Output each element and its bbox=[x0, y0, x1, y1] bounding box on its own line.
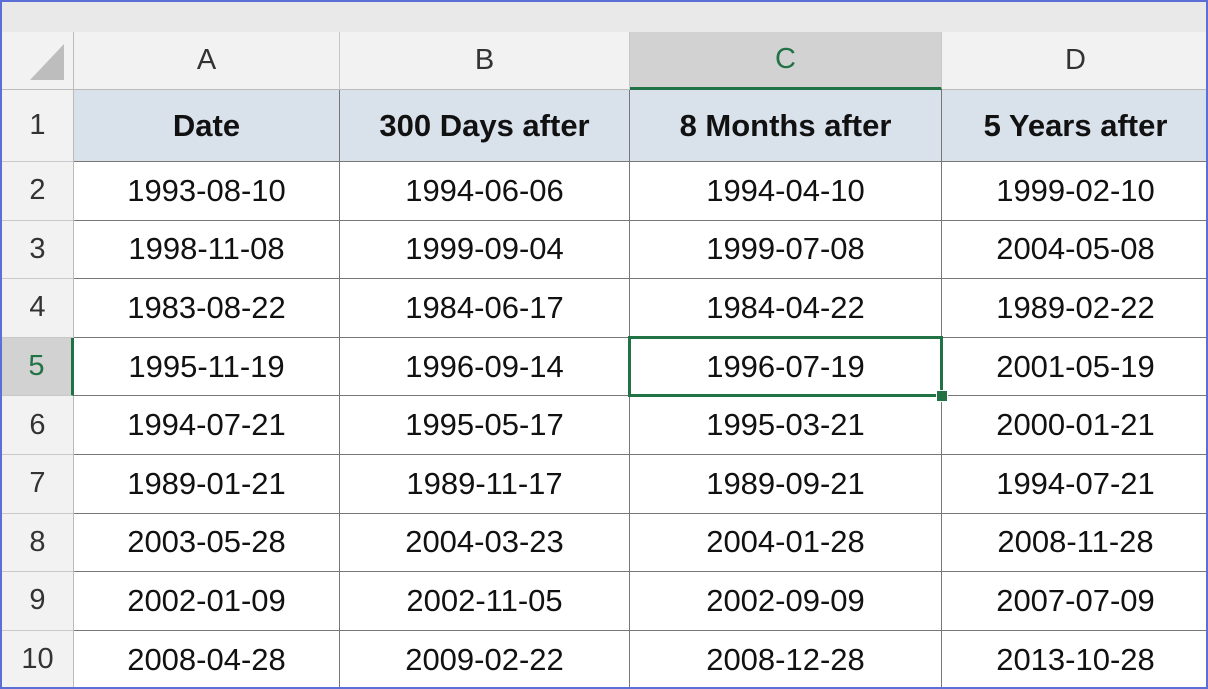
column-header[interactable]: D bbox=[942, 32, 1206, 90]
cell[interactable]: 1999-07-08 bbox=[630, 220, 942, 280]
cell[interactable]: 2009-02-22 bbox=[340, 630, 630, 687]
row-header[interactable]: 5 bbox=[2, 337, 74, 397]
column-header[interactable]: A bbox=[74, 32, 340, 90]
cell[interactable]: 1999-02-10 bbox=[942, 162, 1206, 221]
row-header[interactable]: 3 bbox=[2, 220, 74, 280]
cell[interactable]: 1998-11-08 bbox=[74, 220, 340, 280]
header-cell[interactable]: Date bbox=[74, 90, 340, 162]
cell[interactable]: 2000-01-21 bbox=[942, 396, 1206, 455]
cell[interactable]: 2002-01-09 bbox=[74, 572, 340, 631]
cell[interactable]: 1994-04-10 bbox=[630, 162, 942, 221]
column-header[interactable]: C bbox=[630, 32, 942, 90]
cell[interactable]: 1995-05-17 bbox=[340, 396, 630, 455]
cell[interactable]: 1989-02-22 bbox=[942, 279, 1206, 338]
cell[interactable]: 1994-07-21 bbox=[942, 455, 1206, 514]
cell[interactable]: 2002-09-09 bbox=[630, 572, 942, 631]
cell[interactable]: 1989-01-21 bbox=[74, 455, 340, 514]
cell[interactable]: 1999-09-04 bbox=[340, 220, 630, 280]
row-header[interactable]: 10 bbox=[2, 630, 74, 687]
cell[interactable]: 2008-04-28 bbox=[74, 630, 340, 687]
cell[interactable]: 2013-10-28 bbox=[942, 630, 1206, 687]
cell[interactable]: 1989-09-21 bbox=[630, 455, 942, 514]
cell[interactable]: 1996-09-14 bbox=[340, 337, 630, 397]
cell[interactable]: 1995-11-19 bbox=[74, 337, 340, 397]
cell[interactable]: 2008-11-28 bbox=[942, 513, 1206, 573]
cell[interactable]: 2004-05-08 bbox=[942, 220, 1206, 280]
select-all[interactable] bbox=[2, 32, 74, 90]
header-cell[interactable]: 8 Months after bbox=[630, 90, 942, 162]
row-header[interactable]: 9 bbox=[2, 572, 74, 631]
corner-triangle bbox=[30, 44, 64, 80]
cell[interactable]: 2002-11-05 bbox=[340, 572, 630, 631]
cell[interactable]: 1983-08-22 bbox=[74, 279, 340, 338]
row-header[interactable]: 1 bbox=[2, 90, 74, 162]
row-header[interactable]: 6 bbox=[2, 396, 74, 455]
cell[interactable]: 2007-07-09 bbox=[942, 572, 1206, 631]
cell[interactable]: 2004-01-28 bbox=[630, 513, 942, 573]
fill-handle[interactable] bbox=[936, 390, 948, 403]
cell[interactable]: 2001-05-19 bbox=[942, 337, 1206, 397]
cell[interactable]: 2004-03-23 bbox=[340, 513, 630, 573]
cell[interactable]: 1984-06-17 bbox=[340, 279, 630, 338]
row-header[interactable]: 7 bbox=[2, 455, 74, 514]
cell[interactable]: 1994-07-21 bbox=[74, 396, 340, 455]
row-header[interactable]: 2 bbox=[2, 162, 74, 221]
cell[interactable]: 1995-03-21 bbox=[630, 396, 942, 455]
cell[interactable]: 1994-06-06 bbox=[340, 162, 630, 221]
header-cell[interactable]: 300 Days after bbox=[340, 90, 630, 162]
cell[interactable]: 1989-11-17 bbox=[340, 455, 630, 514]
row-header[interactable]: 4 bbox=[2, 279, 74, 338]
cell[interactable]: 1996-07-19 bbox=[630, 337, 942, 397]
cell[interactable]: 2008-12-28 bbox=[630, 630, 942, 687]
header-cell[interactable]: 5 Years after bbox=[942, 90, 1206, 162]
cell[interactable]: 2003-05-28 bbox=[74, 513, 340, 573]
cell[interactable]: 1984-04-22 bbox=[630, 279, 942, 338]
cell[interactable]: 1993-08-10 bbox=[74, 162, 340, 221]
column-header[interactable]: B bbox=[340, 32, 630, 90]
row-header[interactable]: 8 bbox=[2, 513, 74, 573]
